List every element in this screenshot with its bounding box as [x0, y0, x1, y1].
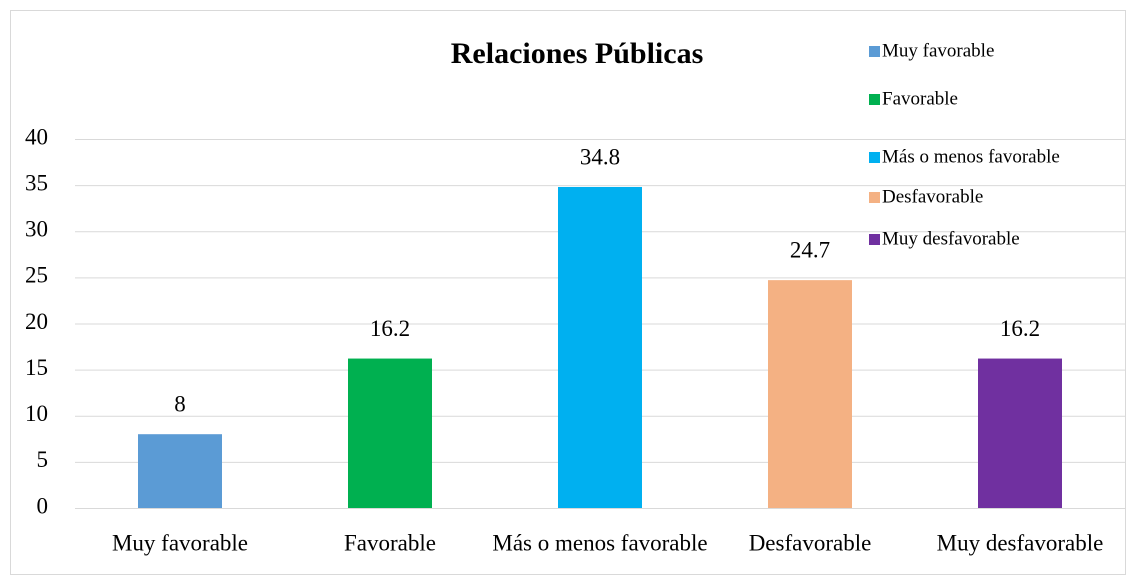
bar: [558, 186, 642, 508]
x-tick-label: Muy desfavorable: [937, 530, 1104, 555]
legend-label: Más o menos favorable: [882, 146, 1060, 167]
data-label: 16.2: [370, 316, 410, 341]
y-tick-label: 0: [37, 493, 49, 518]
bar: [978, 358, 1062, 508]
data-label: 16.2: [1000, 316, 1040, 341]
bar: [138, 434, 222, 508]
x-tick-label: Más o menos favorable: [492, 530, 707, 555]
x-tick-label: Muy favorable: [112, 530, 248, 555]
legend-label: Muy favorable: [882, 40, 994, 61]
data-label: 24.7: [790, 237, 830, 262]
data-label: 34.8: [580, 144, 620, 169]
y-tick-label: 40: [25, 124, 48, 149]
legend-swatch: [869, 234, 880, 245]
chart-title: Relaciones Públicas: [451, 37, 704, 70]
legend-swatch: [869, 192, 880, 203]
bar: [768, 280, 852, 508]
y-tick-label: 15: [25, 355, 48, 380]
y-tick-label: 20: [25, 309, 48, 334]
legend-label: Favorable: [882, 88, 958, 109]
bar: [348, 358, 432, 508]
legend-label: Desfavorable: [882, 186, 983, 207]
legend-swatch: [869, 46, 880, 57]
y-tick-label: 5: [37, 447, 49, 472]
y-tick-label: 25: [25, 263, 48, 288]
y-tick-label: 35: [25, 170, 48, 195]
x-tick-label: Desfavorable: [749, 530, 872, 555]
x-tick-label: Favorable: [344, 530, 436, 555]
legend-swatch: [869, 152, 880, 163]
legend-swatch: [869, 94, 880, 105]
legend-label: Muy desfavorable: [882, 228, 1020, 249]
y-tick-label: 30: [25, 217, 48, 242]
data-label: 8: [174, 391, 186, 416]
y-tick-label: 10: [25, 401, 48, 426]
